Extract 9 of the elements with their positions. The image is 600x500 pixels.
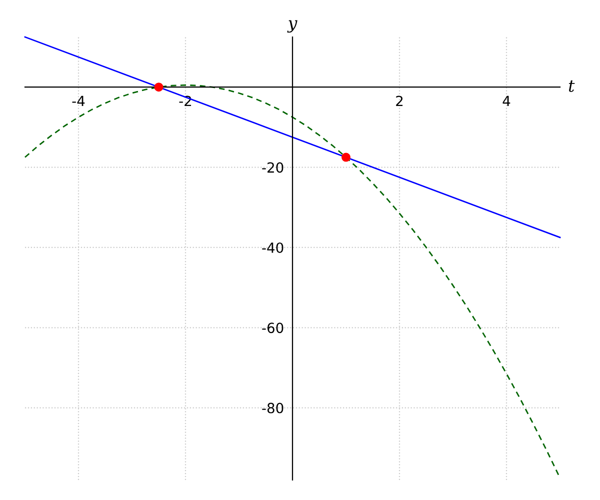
y-tick-label: -60 (262, 322, 284, 334)
y-tick-label: -80 (262, 402, 284, 414)
x-tick-label: 4 (502, 96, 510, 106)
y-axis-title: y (287, 20, 298, 33)
x-tick-label: 2 (396, 96, 403, 106)
y-tick-label: -20 (262, 162, 284, 173)
x-axis-title: t (568, 80, 575, 92)
y-tick-label: -40 (262, 242, 284, 253)
x-tick-label: -4 (72, 96, 85, 106)
